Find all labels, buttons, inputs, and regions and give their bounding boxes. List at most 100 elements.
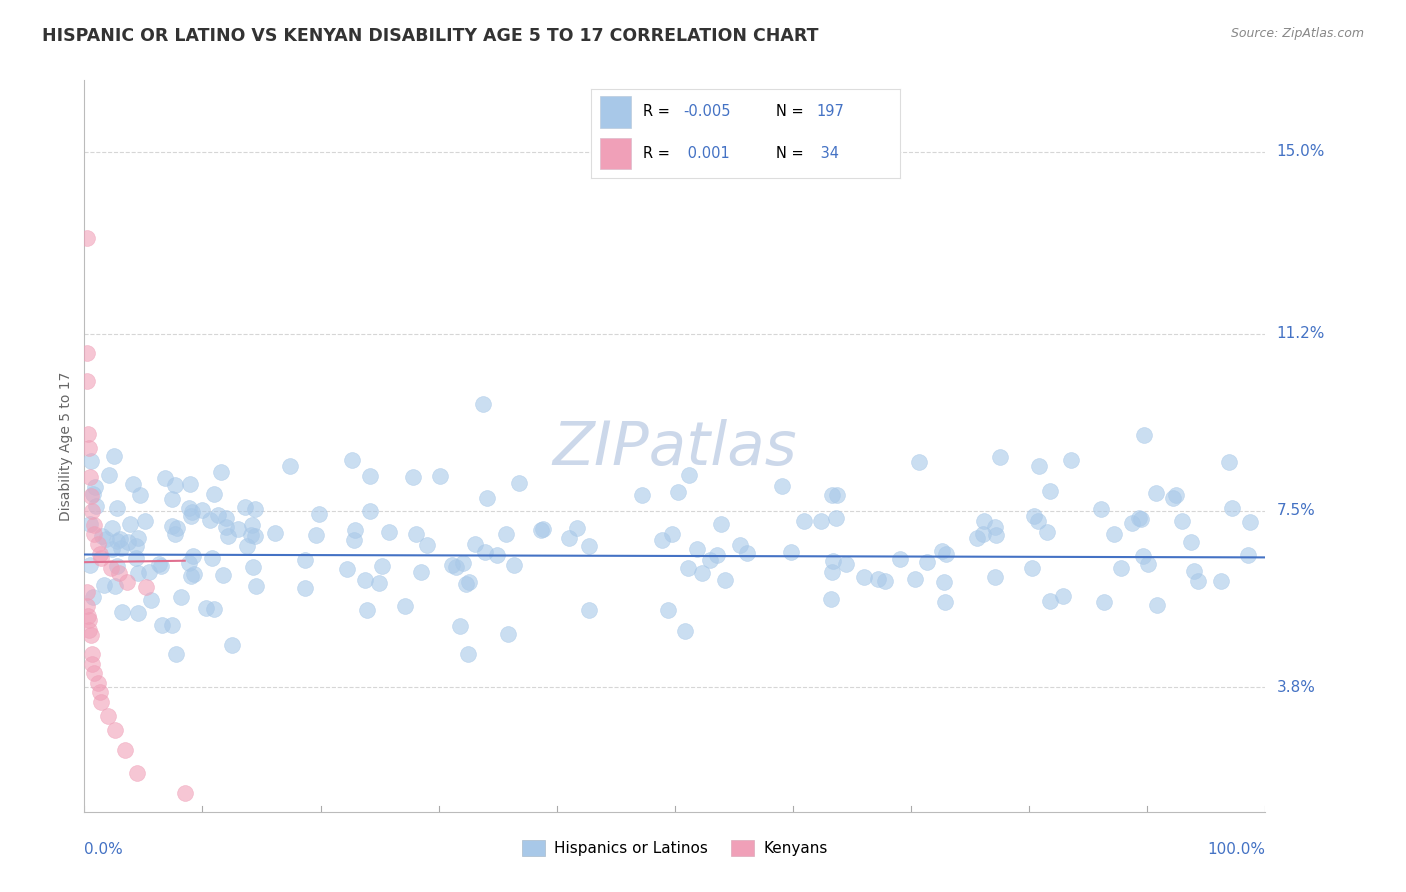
Point: [1026, 514, 1049, 528]
Point: [125, 539, 148, 553]
Point: [496, 627, 519, 641]
Point: [111, 605, 134, 619]
Point: [873, 574, 896, 589]
Point: [138, 565, 160, 579]
Text: 0.001: 0.001: [683, 146, 730, 161]
Point: [1136, 558, 1159, 572]
Text: 34: 34: [817, 146, 839, 161]
Point: [1144, 486, 1167, 500]
Point: [127, 606, 149, 620]
Point: [666, 485, 689, 500]
Point: [76, 608, 98, 623]
Point: [190, 503, 212, 517]
Point: [80, 647, 103, 661]
Text: 100.0%: 100.0%: [1208, 842, 1265, 857]
Point: [166, 647, 188, 661]
Point: [1121, 516, 1143, 530]
Point: [179, 476, 201, 491]
Point: [710, 517, 733, 532]
Point: [402, 470, 425, 484]
Text: 0.0%: 0.0%: [84, 842, 124, 857]
Point: [242, 517, 264, 532]
Point: [82, 657, 104, 671]
Point: [89, 547, 111, 561]
Point: [148, 557, 170, 571]
Point: [457, 647, 479, 661]
Point: [82, 487, 104, 501]
Point: [1171, 514, 1194, 528]
Point: [908, 455, 931, 469]
Point: [77, 614, 100, 628]
Point: [454, 577, 477, 591]
Point: [121, 476, 143, 491]
Point: [821, 554, 844, 568]
Point: [508, 475, 530, 490]
Point: [294, 553, 316, 567]
Point: [212, 568, 235, 582]
Point: [378, 524, 401, 539]
Point: [139, 592, 162, 607]
Point: [76, 584, 98, 599]
Point: [114, 742, 136, 756]
Point: [1187, 574, 1209, 588]
Point: [852, 569, 875, 583]
Point: [1166, 488, 1188, 502]
Point: [1038, 594, 1060, 608]
Point: [181, 505, 204, 519]
Point: [183, 566, 205, 581]
Point: [305, 527, 328, 541]
Point: [153, 471, 176, 485]
Point: [201, 551, 224, 566]
Point: [202, 486, 225, 500]
Point: [170, 590, 193, 604]
Point: [567, 521, 589, 535]
Text: N =: N =: [776, 146, 804, 161]
Point: [108, 533, 131, 547]
Point: [827, 488, 849, 502]
Point: [657, 603, 679, 617]
Text: 3.8%: 3.8%: [1277, 680, 1316, 695]
Point: [1237, 548, 1260, 562]
Y-axis label: Disability Age 5 to 17: Disability Age 5 to 17: [59, 371, 73, 521]
Point: [984, 520, 1007, 534]
Point: [82, 591, 104, 605]
Point: [394, 599, 416, 613]
Point: [405, 526, 427, 541]
Point: [207, 508, 229, 522]
Point: [242, 560, 264, 574]
Point: [354, 574, 377, 588]
Point: [84, 499, 107, 513]
Point: [340, 453, 363, 467]
Point: [1182, 564, 1205, 578]
Point: [181, 549, 204, 563]
Point: [101, 542, 124, 557]
Point: [472, 397, 495, 411]
Point: [475, 491, 498, 506]
Point: [1109, 560, 1132, 574]
Point: [820, 591, 842, 606]
Point: [100, 561, 122, 575]
Point: [105, 558, 128, 573]
Point: [90, 551, 112, 566]
Point: [76, 599, 98, 614]
Text: HISPANIC OR LATINO VS KENYAN DISABILITY AGE 5 TO 17 CORRELATION CHART: HISPANIC OR LATINO VS KENYAN DISABILITY …: [42, 27, 818, 45]
Point: [86, 675, 108, 690]
Text: Source: ZipAtlas.com: Source: ZipAtlas.com: [1230, 27, 1364, 40]
Point: [934, 595, 956, 609]
Point: [821, 487, 844, 501]
Point: [209, 465, 232, 479]
Point: [1133, 427, 1156, 442]
Point: [728, 538, 751, 552]
Point: [103, 579, 125, 593]
Point: [1052, 589, 1074, 603]
Point: [464, 537, 486, 551]
Point: [1239, 516, 1261, 530]
Point: [578, 539, 600, 553]
Point: [79, 470, 101, 484]
Point: [173, 786, 195, 800]
Point: [77, 442, 100, 456]
Point: [1028, 458, 1050, 473]
Point: [93, 578, 115, 592]
Point: [868, 572, 890, 586]
Point: [198, 512, 221, 526]
